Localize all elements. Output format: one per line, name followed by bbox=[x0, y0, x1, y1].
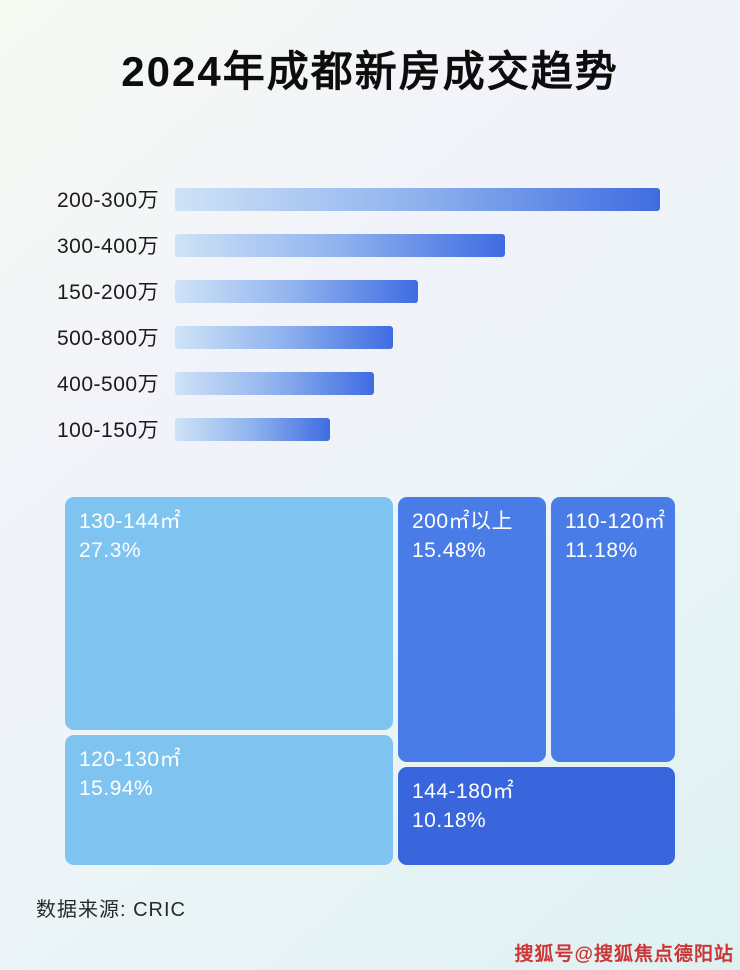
watermark-text: 搜狐号@搜狐焦点德阳站 bbox=[514, 944, 734, 965]
bar-track bbox=[175, 187, 660, 211]
bar bbox=[175, 233, 505, 257]
treemap-cell: 130-144㎡ 27.3% bbox=[65, 497, 393, 730]
treemap-cell-value: 15.48% bbox=[412, 539, 487, 563]
bar-category-label: 100-150万 bbox=[57, 419, 160, 442]
treemap-cell-value: 10.18% bbox=[412, 809, 487, 833]
treemap-cell-label: 144-180㎡ bbox=[412, 780, 515, 803]
bar bbox=[175, 279, 418, 303]
treemap-cell: 200㎡以上 15.48% bbox=[398, 497, 546, 762]
treemap-cell-label: 200㎡以上 bbox=[412, 510, 514, 533]
bar bbox=[175, 187, 660, 211]
bar-category-label: 150-200万 bbox=[57, 281, 160, 304]
data-source-label: 数据来源: CRIC bbox=[36, 899, 186, 921]
bar-row: 200-300万 bbox=[57, 176, 697, 222]
bar-row: 400-500万 bbox=[57, 360, 697, 406]
treemap-cell-label: 120-130㎡ bbox=[79, 748, 182, 771]
bar-category-label: 200-300万 bbox=[57, 189, 160, 212]
bar-track bbox=[175, 417, 660, 441]
treemap-cell-value: 15.94% bbox=[79, 777, 154, 801]
bar-row: 300-400万 bbox=[57, 222, 697, 268]
bar-row: 100-150万 bbox=[57, 406, 697, 452]
treemap-cell-label: 110-120㎡ bbox=[565, 510, 666, 533]
bar bbox=[175, 417, 331, 441]
treemap-cell: 120-130㎡ 15.94% bbox=[65, 735, 393, 865]
bar-category-label: 500-800万 bbox=[57, 327, 160, 350]
treemap-cell-value: 11.18% bbox=[565, 539, 638, 563]
treemap-cell: 110-120㎡ 11.18% bbox=[551, 497, 675, 762]
bar-track bbox=[175, 279, 660, 303]
bar-row: 150-200万 bbox=[57, 268, 697, 314]
bar bbox=[175, 371, 374, 395]
treemap-cell: 144-180㎡ 10.18% bbox=[398, 767, 675, 865]
treemap-cell-value: 27.3% bbox=[79, 539, 142, 563]
bar-row: 500-800万 bbox=[57, 314, 697, 360]
bar-category-label: 400-500万 bbox=[57, 373, 160, 396]
page-title: 2024年成都新房成交趋势 bbox=[121, 48, 619, 95]
bar-track bbox=[175, 371, 660, 395]
treemap-cell-label: 130-144㎡ bbox=[79, 510, 182, 533]
bar-track bbox=[175, 233, 660, 257]
bar bbox=[175, 325, 394, 349]
price-range-bar-chart: 200-300万 300-400万 150-200万 500-800万 400-500万… bbox=[57, 176, 697, 452]
area-range-treemap: 130-144㎡ 27.3% 200㎡以上 15.48% 110-120㎡ 11.18% 1… bbox=[65, 497, 675, 865]
bar-track bbox=[175, 325, 660, 349]
bar-category-label: 300-400万 bbox=[57, 235, 160, 258]
